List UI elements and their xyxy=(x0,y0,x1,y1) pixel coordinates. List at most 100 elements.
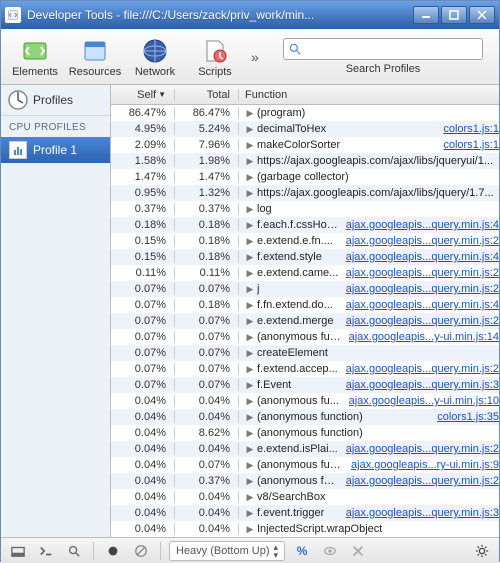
source-link[interactable]: ajax.googleapis...query.min.js:2 xyxy=(346,315,499,327)
table-row[interactable]: 2.09%7.96%▶makeColorSortercolors1.js:1 xyxy=(111,137,499,153)
table-row[interactable]: 0.15%0.18%▶e.extend.e.fn....ajax.googlea… xyxy=(111,233,499,249)
source-link[interactable]: colors1.js:35 xyxy=(437,411,499,423)
source-link[interactable]: ajax.googleapis...query.min.js:2 xyxy=(346,283,499,295)
expand-icon[interactable]: ▶ xyxy=(245,348,255,359)
col-header-self[interactable]: Self▼ xyxy=(111,89,175,101)
table-row[interactable]: 0.04%0.04%▶v8/SearchBox xyxy=(111,489,499,505)
expand-icon[interactable]: ▶ xyxy=(245,220,255,231)
sidebar-header[interactable]: Profiles xyxy=(1,85,110,116)
table-row[interactable]: 0.04%0.04%▶(anonymous function)colors1.j… xyxy=(111,409,499,425)
expand-icon[interactable]: ▶ xyxy=(245,252,255,263)
table-row[interactable]: 0.95%1.32%▶https://ajax.googleapis.com/a… xyxy=(111,185,499,201)
focus-button[interactable] xyxy=(319,540,341,562)
source-link[interactable]: colors1.js:1 xyxy=(443,123,499,135)
expand-icon[interactable]: ▶ xyxy=(245,316,255,327)
expand-icon[interactable]: ▶ xyxy=(245,396,255,407)
expand-icon[interactable]: ▶ xyxy=(245,444,255,455)
source-link[interactable]: ajax.googleapis...ry-ui.min.js:9 xyxy=(351,459,499,471)
expand-icon[interactable]: ▶ xyxy=(245,300,255,311)
table-row[interactable]: 4.95%5.24%▶decimalToHexcolors1.js:1 xyxy=(111,121,499,137)
table-row[interactable]: 0.04%0.37%▶(anonymous fun...ajax.googlea… xyxy=(111,473,499,489)
delete-button[interactable] xyxy=(347,540,369,562)
close-button[interactable] xyxy=(469,6,495,24)
table-row[interactable]: 0.11%0.11%▶e.extend.came...ajax.googleap… xyxy=(111,265,499,281)
source-link[interactable]: ajax.googleapis...query.min.js:4 xyxy=(346,251,499,263)
expand-icon[interactable]: ▶ xyxy=(245,236,255,247)
tab-network[interactable]: Network xyxy=(127,36,183,78)
source-link[interactable]: ajax.googleapis...query.min.js:2 xyxy=(346,475,499,487)
expand-icon[interactable]: ▶ xyxy=(245,412,255,423)
record-button[interactable] xyxy=(102,540,124,562)
source-link[interactable]: ajax.googleapis...query.min.js:2 xyxy=(346,267,499,279)
table-row[interactable]: 0.07%0.07%▶(anonymous fun...ajax.googlea… xyxy=(111,329,499,345)
settings-button[interactable] xyxy=(471,540,493,562)
table-row[interactable]: 0.18%0.18%▶f.each.f.cssHoo...ajax.google… xyxy=(111,217,499,233)
table-row[interactable]: 0.04%0.04%▶e.extend.isPlai...ajax.google… xyxy=(111,441,499,457)
maximize-button[interactable] xyxy=(441,6,467,24)
table-row[interactable]: 0.04%8.62%▶(anonymous function) xyxy=(111,425,499,441)
search-box[interactable] xyxy=(283,38,483,60)
col-header-total[interactable]: Total xyxy=(175,89,239,101)
source-link[interactable]: colors1.js:1 xyxy=(443,139,499,151)
cell-total: 0.07% xyxy=(175,347,239,359)
function-name: (garbage collector) xyxy=(257,171,499,183)
table-row[interactable]: 0.15%0.18%▶f.extend.styleajax.googleapis… xyxy=(111,249,499,265)
clear-button[interactable] xyxy=(130,540,152,562)
expand-icon[interactable]: ▶ xyxy=(245,156,255,167)
expand-icon[interactable]: ▶ xyxy=(245,204,255,215)
table-row[interactable]: 1.58%1.98%▶https://ajax.googleapis.com/a… xyxy=(111,153,499,169)
expand-icon[interactable]: ▶ xyxy=(245,108,255,119)
table-body[interactable]: 86.47%86.47%▶(program)4.95%5.24%▶decimal… xyxy=(111,105,499,537)
table-row[interactable]: 0.04%0.04%▶f.event.triggerajax.googleapi… xyxy=(111,505,499,521)
minimize-button[interactable] xyxy=(413,6,439,24)
percent-button[interactable]: % xyxy=(291,540,313,562)
expand-icon[interactable]: ▶ xyxy=(245,140,255,151)
source-link[interactable]: ajax.googleapis...query.min.js:2 xyxy=(346,443,499,455)
table-row[interactable]: 0.04%0.04%▶(anonymous fu...ajax.googleap… xyxy=(111,393,499,409)
table-row[interactable]: 0.07%0.18%▶f.fn.extend.do...ajax.googlea… xyxy=(111,297,499,313)
source-link[interactable]: ajax.googleapis...y-ui.min.js:10 xyxy=(349,395,499,407)
table-row[interactable]: 86.47%86.47%▶(program) xyxy=(111,105,499,121)
search-button[interactable] xyxy=(63,540,85,562)
search-input[interactable] xyxy=(306,42,478,56)
table-row[interactable]: 0.37%0.37%▶log xyxy=(111,201,499,217)
expand-icon[interactable]: ▶ xyxy=(245,508,255,519)
expand-icon[interactable]: ▶ xyxy=(245,492,255,503)
expand-icon[interactable]: ▶ xyxy=(245,188,255,199)
source-link[interactable]: ajax.googleapis...query.min.js:3 xyxy=(346,379,499,391)
dock-button[interactable] xyxy=(7,540,29,562)
view-dropdown[interactable]: Heavy (Bottom Up) ▴▾ xyxy=(169,541,285,561)
expand-icon[interactable]: ▶ xyxy=(245,364,255,375)
expand-icon[interactable]: ▶ xyxy=(245,476,255,487)
toolbar-overflow[interactable]: » xyxy=(251,49,265,65)
source-link[interactable]: ajax.googleapis...query.min.js:2 xyxy=(346,235,499,247)
expand-icon[interactable]: ▶ xyxy=(245,284,255,295)
expand-icon[interactable]: ▶ xyxy=(245,460,255,471)
expand-icon[interactable]: ▶ xyxy=(245,332,255,343)
source-link[interactable]: ajax.googleapis...query.min.js:4 xyxy=(346,299,499,311)
col-header-function[interactable]: Function xyxy=(239,89,499,101)
expand-icon[interactable]: ▶ xyxy=(245,380,255,391)
table-row[interactable]: 0.04%0.07%▶(anonymous fun...ajax.googlea… xyxy=(111,457,499,473)
source-link[interactable]: ajax.googleapis...y-ui.min.js:14 xyxy=(349,331,499,343)
tab-resources[interactable]: Resources xyxy=(67,36,123,78)
expand-icon[interactable]: ▶ xyxy=(245,428,255,439)
table-row[interactable]: 0.07%0.07%▶createElement xyxy=(111,345,499,361)
table-row[interactable]: 0.07%0.07%▶e.extend.mergeajax.googleapis… xyxy=(111,313,499,329)
console-button[interactable] xyxy=(35,540,57,562)
source-link[interactable]: ajax.googleapis...query.min.js:4 xyxy=(346,219,499,231)
table-row[interactable]: 0.07%0.07%▶f.Eventajax.googleapis...quer… xyxy=(111,377,499,393)
source-link[interactable]: ajax.googleapis...query.min.js:3 xyxy=(346,507,499,519)
tab-scripts[interactable]: Scripts xyxy=(187,36,243,78)
table-row[interactable]: 0.07%0.07%▶f.extend.accep...ajax.googlea… xyxy=(111,361,499,377)
table-row[interactable]: 0.04%0.04%▶InjectedScript.wrapObject xyxy=(111,521,499,537)
sidebar-item-profile1[interactable]: Profile 1 xyxy=(1,137,110,163)
source-link[interactable]: ajax.googleapis...query.min.js:2 xyxy=(346,363,499,375)
table-row[interactable]: 0.07%0.07%▶jajax.googleapis...query.min.… xyxy=(111,281,499,297)
expand-icon[interactable]: ▶ xyxy=(245,172,255,183)
expand-icon[interactable]: ▶ xyxy=(245,124,255,135)
expand-icon[interactable]: ▶ xyxy=(245,268,255,279)
expand-icon[interactable]: ▶ xyxy=(245,524,255,535)
table-row[interactable]: 1.47%1.47%▶(garbage collector) xyxy=(111,169,499,185)
tab-elements[interactable]: Elements xyxy=(7,36,63,78)
